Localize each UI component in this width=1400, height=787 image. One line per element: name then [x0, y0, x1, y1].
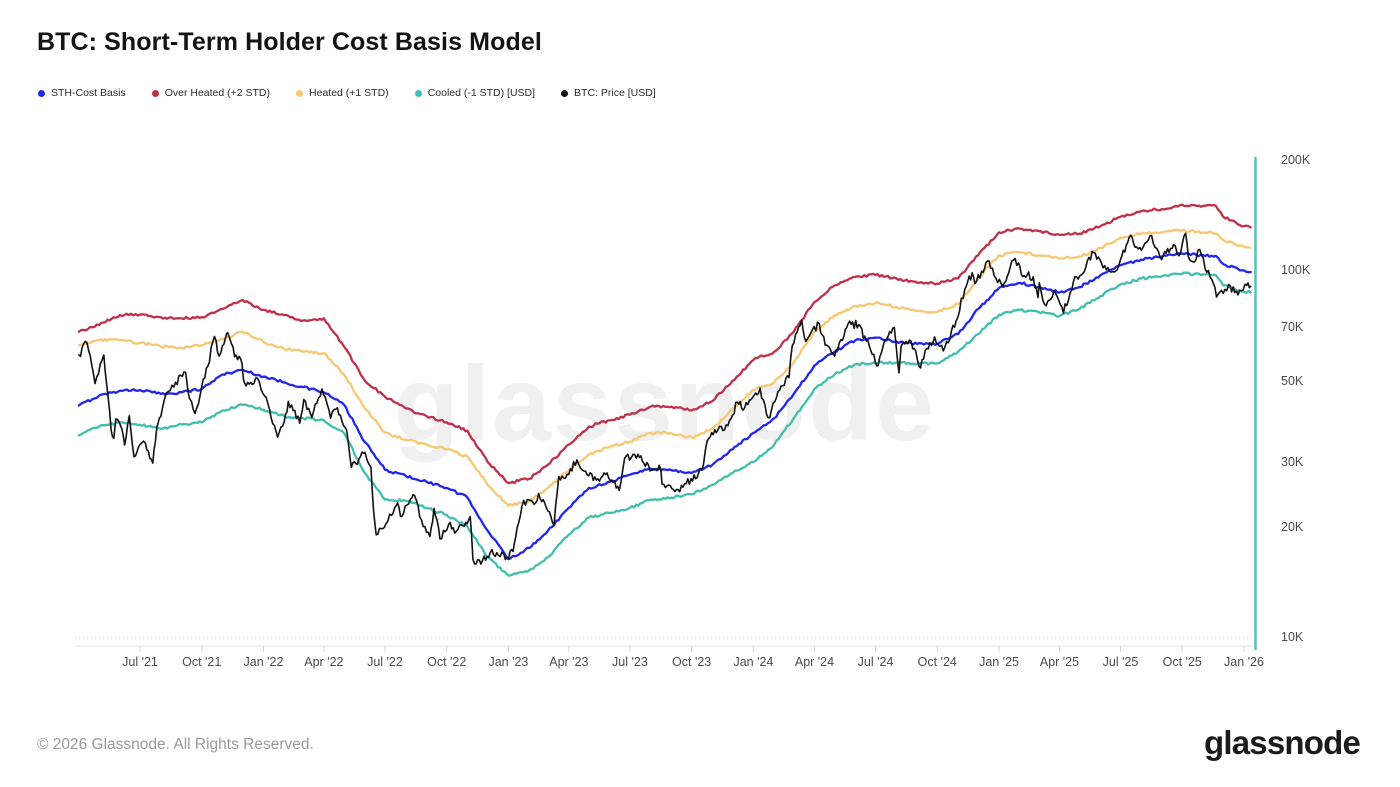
series-line-heated-1-std	[77, 228, 1252, 507]
legend-item[interactable]: Cooled (-1 STD) [USD]	[414, 87, 536, 99]
x-axis-label: Oct '23	[672, 655, 712, 669]
legend-color-dot	[414, 89, 422, 97]
legend: STH-Cost Basis Over Heated (+2 STD) Heated…	[38, 87, 656, 99]
legend-item[interactable]: STH-Cost Basis	[38, 87, 126, 99]
glassnode-watermark: glassnode	[393, 345, 937, 463]
y-axis-label: 30K	[1281, 455, 1304, 470]
legend-color-dot	[296, 89, 304, 97]
x-axis-label: Jul '22	[367, 655, 403, 669]
legend-item[interactable]: BTC: Price [USD]	[561, 87, 656, 99]
x-axis-label: Oct '25	[1162, 655, 1202, 669]
legend-color-dot	[561, 89, 569, 97]
x-axis-label: Apr '22	[304, 655, 344, 669]
x-axis-label: Jul '21	[122, 655, 158, 669]
legend-item-label: Over Heated (+2 STD)	[164, 87, 271, 99]
x-axis-label: Oct '21	[182, 655, 222, 669]
legend-color-dot	[38, 89, 45, 97]
legend-item[interactable]: Over Heated (+2 STD)	[151, 87, 271, 99]
x-axis-label: Apr '25	[1039, 655, 1080, 669]
legend-item[interactable]: Heated (+1 STD)	[296, 87, 389, 99]
y-axis-label: 20K	[1281, 519, 1304, 534]
series-line-cooled-1-std-usd	[77, 271, 1252, 577]
x-axis-label: Oct '24	[917, 655, 957, 669]
y-axis-label: 200K	[1281, 153, 1311, 167]
series-line-over-heated-2-std	[77, 203, 1252, 485]
x-axis-label: Jul '23	[612, 655, 648, 669]
x-axis-label: Jan '26	[1224, 655, 1264, 669]
legend-item-label: Heated (+1 STD)	[309, 87, 389, 99]
x-axis-label: Apr '23	[549, 655, 589, 669]
x-axis-label: Jan '23	[488, 655, 529, 669]
x-axis-label: Jan '24	[733, 655, 774, 669]
chart-title: BTC: Short-Term Holder Cost Basis Model	[37, 28, 542, 56]
y-axis-label: 100K	[1281, 263, 1311, 278]
legend-item-label: BTC: Price [USD]	[574, 87, 656, 99]
y-axis-label: 50K	[1281, 373, 1304, 388]
series-line-btc-price-usd	[78, 232, 1252, 565]
legend-item-label: Cooled (-1 STD) [USD]	[427, 87, 536, 99]
legend-color-dot	[151, 89, 159, 97]
y-axis-label: 10K	[1281, 629, 1304, 644]
y-axis-label: 70K	[1281, 320, 1304, 335]
copyright-text: © 2026 Glassnode. All Rights Reserved.	[37, 736, 314, 753]
x-axis-label: Apr '24	[794, 655, 835, 669]
x-axis-label: Jul '25	[1102, 655, 1139, 669]
x-axis-label: Oct '22	[427, 655, 467, 669]
x-axis-label: Jan '22	[243, 655, 284, 669]
glassnode-logo: glassnode	[1203, 724, 1361, 761]
x-axis-label: Jan '25	[979, 655, 1019, 669]
legend-item-label: STH-Cost Basis	[51, 87, 126, 99]
x-axis-label: Jul '24	[857, 655, 894, 669]
